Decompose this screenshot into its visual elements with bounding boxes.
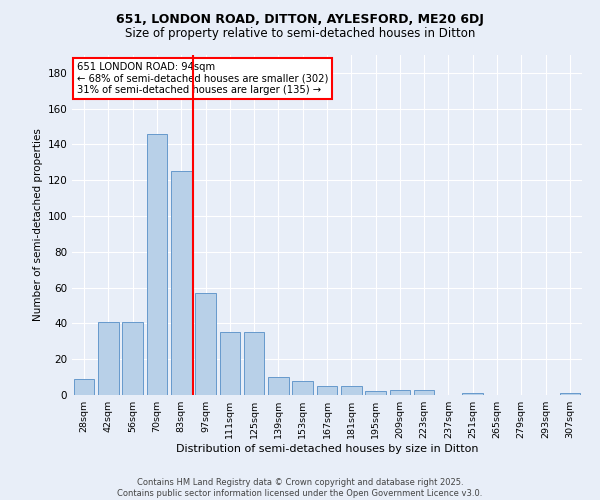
Text: Contains HM Land Registry data © Crown copyright and database right 2025.
Contai: Contains HM Land Registry data © Crown c… [118, 478, 482, 498]
Bar [244, 332, 265, 395]
Bar [365, 392, 386, 395]
Bar [122, 322, 143, 395]
Bar [98, 322, 119, 395]
Text: 651 LONDON ROAD: 94sqm
← 68% of semi-detached houses are smaller (302)
31% of se: 651 LONDON ROAD: 94sqm ← 68% of semi-det… [77, 62, 328, 95]
Bar [560, 393, 580, 395]
Bar [171, 172, 191, 395]
Bar [292, 380, 313, 395]
Y-axis label: Number of semi-detached properties: Number of semi-detached properties [33, 128, 43, 322]
Text: 651, LONDON ROAD, DITTON, AYLESFORD, ME20 6DJ: 651, LONDON ROAD, DITTON, AYLESFORD, ME2… [116, 12, 484, 26]
Bar [463, 393, 483, 395]
Bar [389, 390, 410, 395]
Bar [317, 386, 337, 395]
Bar [341, 386, 362, 395]
Bar [414, 390, 434, 395]
Bar [195, 293, 216, 395]
Bar [220, 332, 240, 395]
Bar [146, 134, 167, 395]
Text: Size of property relative to semi-detached houses in Ditton: Size of property relative to semi-detach… [125, 28, 475, 40]
Bar [74, 379, 94, 395]
X-axis label: Distribution of semi-detached houses by size in Ditton: Distribution of semi-detached houses by … [176, 444, 478, 454]
Bar [268, 377, 289, 395]
